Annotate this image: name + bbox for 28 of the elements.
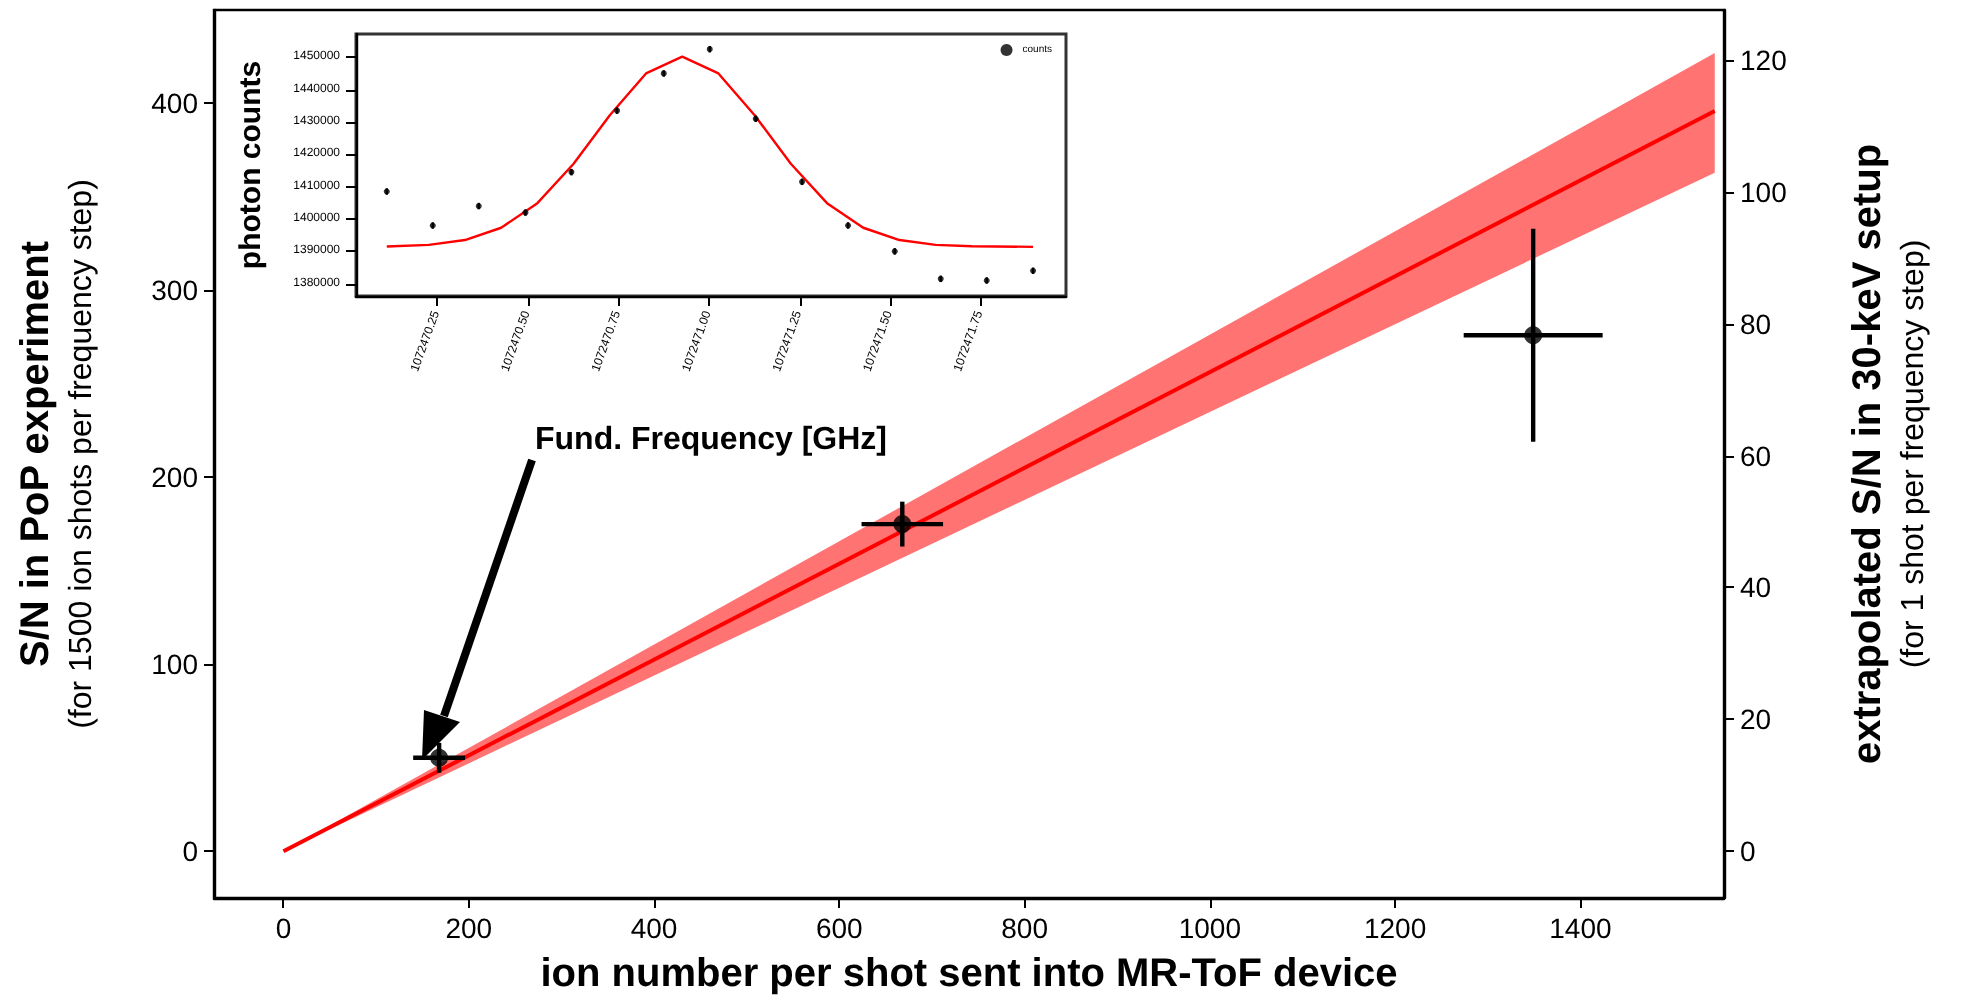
x-tick-label: 1000 (1178, 912, 1242, 944)
y2-tick-label: 80 (1740, 307, 1772, 340)
x-tick-label: 1200 (1363, 912, 1427, 944)
y2-axis-title: extrapolated S/N in 30-keV setup (for 1 shot per frequency step) (1846, 143, 1931, 765)
y2-tick-label: 60 (1740, 439, 1772, 472)
y2-tick-label: 100 (1740, 175, 1788, 208)
y2-tick-label: 40 (1740, 571, 1772, 604)
x-axis-title: ion number per shot sent into MR-ToF device (540, 952, 1398, 996)
y2-tick-label: 20 (1740, 703, 1772, 736)
y2-tick-label: 0 (1740, 835, 1756, 868)
point (893, 515, 912, 534)
line-series (385, 55, 1035, 249)
x-tick-label: 800 (1001, 912, 1049, 944)
y-tick-label: 100 (151, 648, 199, 681)
y-axis-title: S/N in PoP experiment (for 1500 ion shots per frequency step) (14, 179, 99, 729)
x-tick-label: 200 (445, 912, 493, 944)
y2-tick-label: 120 (1740, 44, 1788, 77)
point (430, 748, 449, 767)
y-tick-label: 200 (151, 461, 199, 494)
x-axis-title: Fund. Frequency [GHz] (535, 423, 887, 457)
y-tick-label: 300 (151, 274, 199, 307)
y-tick-label: 0 (182, 835, 199, 868)
y-axis-title: photon counts (234, 60, 268, 270)
x-tick-label: 400 (630, 912, 678, 944)
x-tick-label: 1400 (1549, 912, 1612, 944)
x-tick-label: 600 (815, 912, 864, 944)
y-tick-label: 400 (151, 87, 199, 120)
point (1524, 326, 1543, 345)
